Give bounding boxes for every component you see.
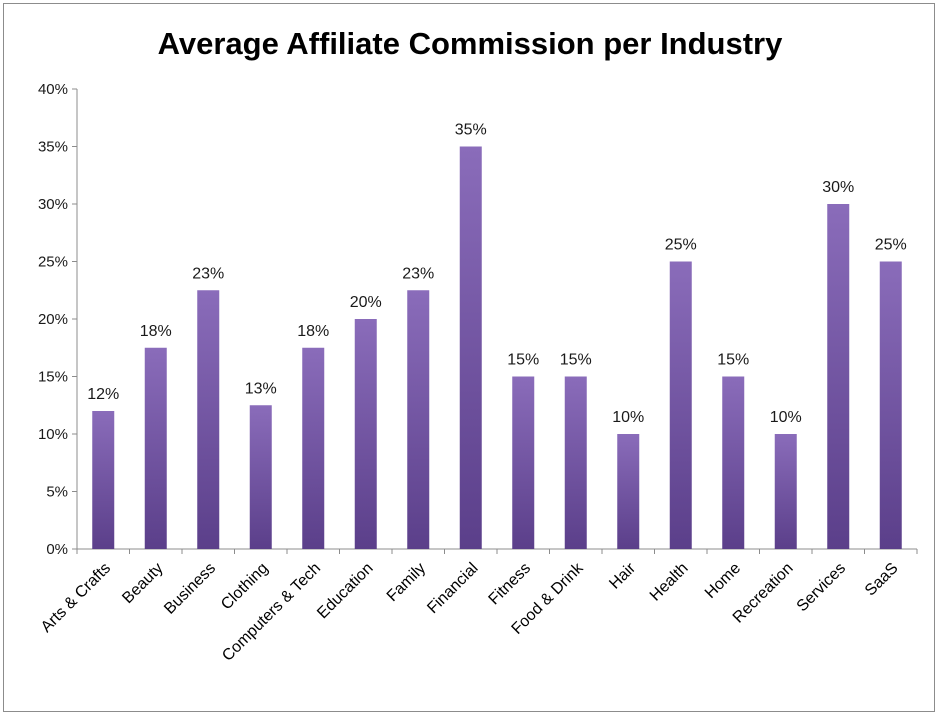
y-tick-label: 15% bbox=[38, 369, 68, 386]
data-label: 15% bbox=[560, 352, 592, 369]
y-tick-label: 35% bbox=[38, 139, 68, 156]
data-label: 23% bbox=[402, 265, 434, 282]
bar bbox=[144, 347, 167, 549]
y-tick-label: 25% bbox=[38, 254, 68, 271]
bar bbox=[92, 411, 115, 549]
data-label: 10% bbox=[770, 409, 802, 426]
data-label: 25% bbox=[875, 237, 907, 254]
category-label: Services bbox=[794, 560, 849, 615]
chart-title: Average Affiliate Commission per Industr… bbox=[158, 26, 783, 61]
category-label: Health bbox=[647, 560, 692, 605]
category-label: Clothing bbox=[218, 560, 272, 614]
bar bbox=[407, 290, 430, 549]
bar bbox=[249, 405, 272, 549]
y-tick-label: 0% bbox=[46, 541, 68, 558]
category-label: Computers & Tech bbox=[219, 560, 324, 665]
category-label: Financial bbox=[424, 560, 481, 617]
category-label: Home bbox=[702, 560, 744, 602]
bar bbox=[669, 261, 692, 549]
data-label: 30% bbox=[822, 179, 854, 196]
bar bbox=[302, 347, 325, 549]
data-label: 18% bbox=[140, 323, 172, 340]
y-tick-label: 40% bbox=[38, 81, 68, 98]
y-tick-label: 20% bbox=[38, 311, 68, 328]
y-tick-label: 5% bbox=[46, 484, 68, 501]
y-tick-label: 30% bbox=[38, 196, 68, 213]
data-label: 18% bbox=[297, 323, 329, 340]
category-label: Hair bbox=[606, 559, 639, 592]
category-label: Business bbox=[161, 560, 219, 618]
data-label: 15% bbox=[717, 352, 749, 369]
bar bbox=[827, 204, 850, 549]
data-label: 13% bbox=[245, 380, 277, 397]
bar bbox=[512, 376, 535, 549]
data-label: 23% bbox=[192, 265, 224, 282]
bar bbox=[879, 261, 902, 549]
bar bbox=[354, 319, 377, 549]
category-label: Education bbox=[314, 560, 376, 622]
category-label: Beauty bbox=[119, 560, 166, 607]
bar bbox=[774, 434, 797, 549]
data-label: 25% bbox=[665, 237, 697, 254]
category-label: Family bbox=[384, 560, 429, 605]
y-tick-label: 10% bbox=[38, 426, 68, 443]
bar bbox=[564, 376, 587, 549]
bars bbox=[92, 146, 902, 549]
bar bbox=[722, 376, 745, 549]
data-label: 15% bbox=[507, 352, 539, 369]
category-label: Arts & Crafts bbox=[38, 560, 114, 636]
bar bbox=[197, 290, 220, 549]
data-label: 35% bbox=[455, 122, 487, 139]
bar bbox=[617, 434, 640, 549]
data-label: 12% bbox=[87, 386, 119, 403]
bar bbox=[459, 146, 482, 549]
data-label: 20% bbox=[350, 294, 382, 311]
category-label: Fitness bbox=[486, 560, 534, 608]
category-label: SaaS bbox=[862, 560, 902, 600]
data-label: 10% bbox=[612, 409, 644, 426]
